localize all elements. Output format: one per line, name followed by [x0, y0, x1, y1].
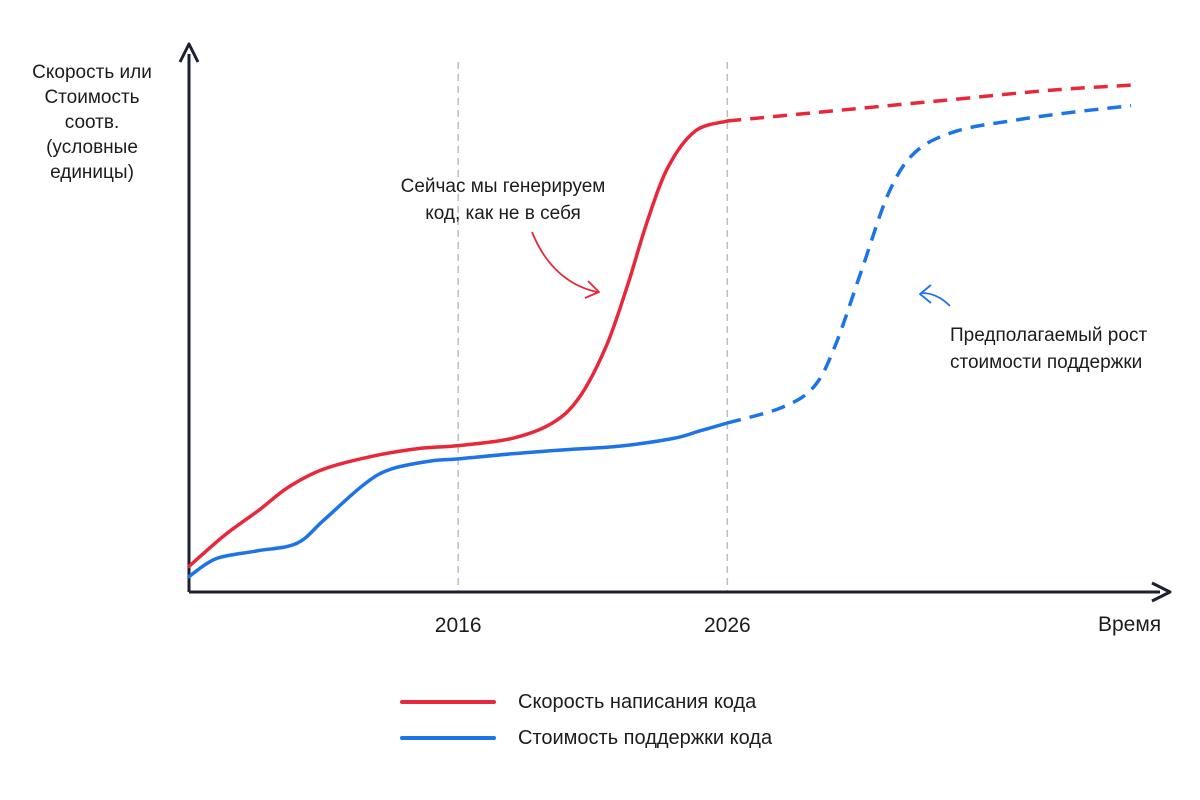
cost-annotation: Предполагаемый рост стоимости поддержки [950, 322, 1190, 376]
cost-annotation-line: Предполагаемый рост [950, 325, 1148, 346]
legend-item-speed: Скорость написания кода [400, 684, 772, 720]
gridlines [457, 62, 729, 592]
legend-label-cost: Стоимость поддержки кода [518, 726, 773, 749]
cost-annotation-arrow [921, 292, 951, 307]
series-line-cost [187, 421, 730, 579]
speed-annotation: Сейчас мы генерируем код, как не в себя [378, 173, 628, 227]
y-axis-label-line: (условные [46, 137, 138, 158]
x-axis-label: Время [1098, 613, 1162, 636]
speed-annotation-arrowhead [584, 280, 600, 299]
y-axis-label-line: Скорость или [32, 62, 152, 83]
series-projection-speed [727, 83, 1132, 123]
y-axis-label-line: соотв. [64, 112, 120, 133]
speed-annotation-arrow [531, 231, 598, 293]
series-projection-cost [726, 103, 1132, 425]
x-tick-label-2026: 2026 [703, 614, 751, 637]
series-line-speed [187, 119, 730, 569]
annotation-arrows [531, 231, 951, 307]
legend: Скорость написания кода Стоимость поддер… [400, 684, 772, 756]
cost-annotation-line: стоимости поддержки [950, 352, 1143, 373]
x-tick-label-2016: 2016 [434, 614, 482, 637]
speed-annotation-line: Сейчас мы генерируем [400, 176, 606, 197]
axes [178, 42, 1172, 603]
series-layer [187, 83, 1132, 579]
y-axis-label-line: Стоимость [44, 87, 140, 108]
x-axis-arrow [1151, 581, 1172, 603]
cost-annotation-arrowhead [919, 284, 932, 304]
y-axis-label: Скорость или Стоимость соотв. (условные … [18, 60, 166, 185]
legend-label-speed: Скорость написания кода [518, 690, 757, 713]
y-axis-arrow [178, 42, 200, 63]
legend-swatch-cost [400, 736, 496, 740]
speed-annotation-line: код, как не в себя [425, 203, 581, 224]
legend-swatch-speed [400, 700, 496, 704]
legend-item-cost: Стоимость поддержки кода [400, 720, 772, 756]
y-axis-label-line: единицы) [50, 162, 134, 183]
